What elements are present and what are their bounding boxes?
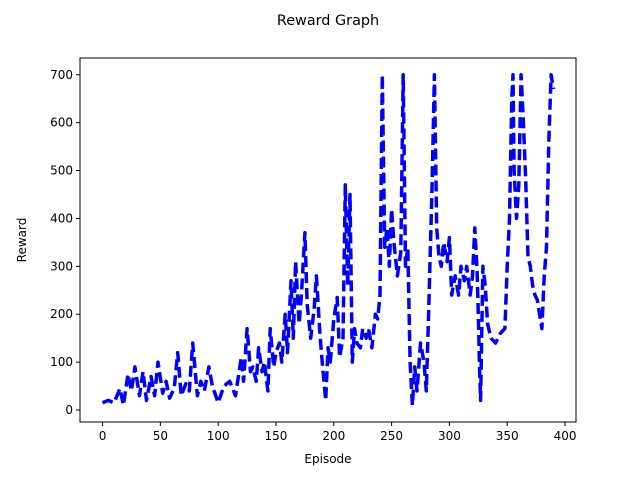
x-tick-label: 400 bbox=[554, 429, 577, 443]
y-tick-label: 600 bbox=[50, 116, 73, 130]
x-tick-label: 50 bbox=[153, 429, 168, 443]
x-axis-label: Episode bbox=[304, 452, 351, 466]
plot-background bbox=[80, 58, 576, 422]
y-tick-label: 0 bbox=[65, 403, 73, 417]
reward-series-line bbox=[101, 73, 556, 407]
x-tick-label: 200 bbox=[322, 429, 345, 443]
x-tick-label: 250 bbox=[380, 429, 403, 443]
y-axis-label: Reward bbox=[15, 218, 29, 263]
x-tick-label: 100 bbox=[207, 429, 230, 443]
y-tick-label: 300 bbox=[50, 259, 73, 273]
x-tick-label: 150 bbox=[265, 429, 288, 443]
y-axis-ticks: 0 100 200 300 400 500 600 700 bbox=[50, 68, 80, 417]
x-axis-ticks: 0 50 100 150 200 250 300 350 400 bbox=[99, 422, 577, 443]
x-tick-label: 350 bbox=[496, 429, 519, 443]
plot-frame bbox=[79, 57, 577, 423]
y-tick-label: 700 bbox=[50, 68, 73, 82]
x-tick-label: 300 bbox=[438, 429, 461, 443]
chart-title: Reward Graph bbox=[277, 13, 379, 29]
y-tick-label: 200 bbox=[50, 307, 73, 321]
x-tick-label: 0 bbox=[99, 429, 107, 443]
y-tick-label: 500 bbox=[50, 164, 73, 178]
y-tick-label: 100 bbox=[50, 355, 73, 369]
y-tick-label: 400 bbox=[50, 211, 73, 225]
